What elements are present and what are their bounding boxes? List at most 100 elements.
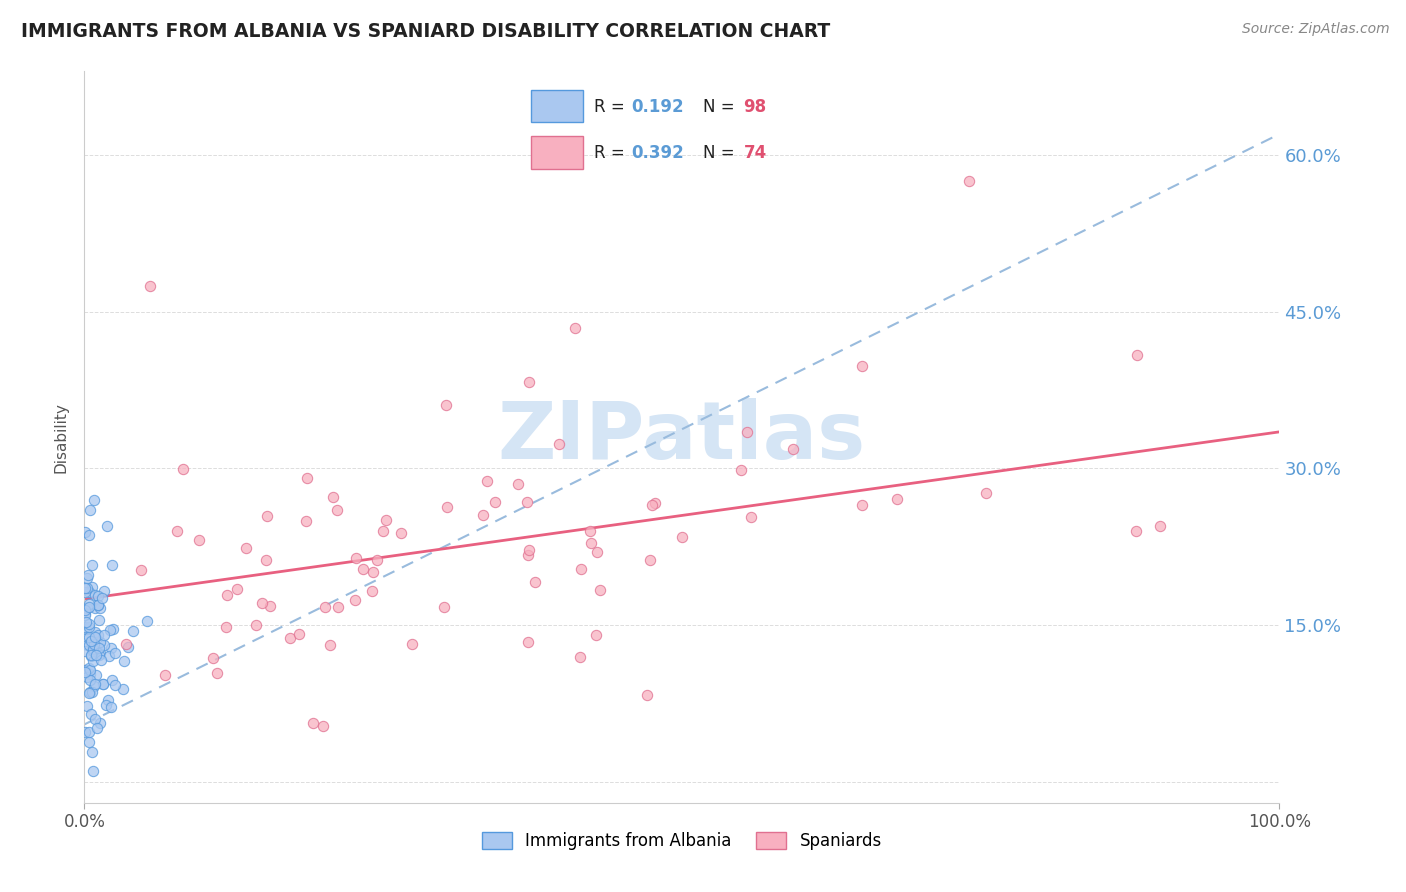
Point <box>82 685 104 699</box>
Point <box>75 615 97 630</box>
Point <box>73 725 96 739</box>
Point <box>86 722 108 736</box>
Point <box>344 550 367 565</box>
Point <box>361 566 384 580</box>
Point <box>87 590 110 604</box>
Point <box>84 630 107 644</box>
Point <box>207 666 229 681</box>
Point <box>517 543 540 558</box>
Point <box>96 698 118 713</box>
Point <box>76 600 98 615</box>
Point <box>77 735 100 749</box>
Point <box>886 492 908 507</box>
Point <box>93 583 115 598</box>
Point <box>80 580 103 594</box>
Point <box>139 278 162 293</box>
Point <box>77 568 100 582</box>
Point <box>569 562 592 576</box>
Point <box>79 527 101 541</box>
Text: IMMIGRANTS FROM ALBANIA VS SPANIARD DISABILITY CORRELATION CHART: IMMIGRANTS FROM ALBANIA VS SPANIARD DISA… <box>21 22 831 41</box>
Point <box>352 562 374 576</box>
Point <box>585 628 607 642</box>
Point <box>82 745 104 759</box>
Point <box>73 664 96 678</box>
Point <box>96 518 118 533</box>
Point <box>83 677 105 691</box>
Point <box>73 665 96 680</box>
Point <box>89 613 111 627</box>
Point <box>79 663 101 677</box>
Point <box>100 640 122 655</box>
Point <box>325 503 347 517</box>
Point <box>585 545 607 559</box>
Point <box>80 649 103 664</box>
Point <box>76 638 98 652</box>
Point <box>112 681 135 696</box>
Point <box>89 648 111 662</box>
Point <box>76 581 98 595</box>
Text: ZIPatlas: ZIPatlas <box>498 398 866 476</box>
Point <box>79 634 101 648</box>
Point <box>851 359 873 373</box>
Text: 0.392: 0.392 <box>631 144 685 161</box>
Point <box>326 600 349 615</box>
Point <box>288 626 311 640</box>
Point <box>75 622 97 636</box>
Point <box>129 563 152 577</box>
Point <box>319 638 342 652</box>
Point <box>115 637 138 651</box>
Point <box>80 648 103 663</box>
Point <box>735 425 758 439</box>
Point <box>295 471 318 485</box>
Point <box>82 642 104 657</box>
Point <box>740 509 762 524</box>
Point <box>77 585 100 599</box>
Point <box>730 463 752 477</box>
Point <box>101 673 124 687</box>
Point <box>475 474 498 488</box>
Point <box>256 508 278 523</box>
Point <box>569 650 592 665</box>
Point <box>374 513 396 527</box>
Point <box>82 654 104 668</box>
Point <box>77 630 100 644</box>
Point <box>80 642 103 657</box>
Point <box>301 716 323 731</box>
Point <box>506 477 529 491</box>
Point <box>516 635 538 649</box>
Point <box>89 715 111 730</box>
Point <box>89 646 111 660</box>
Point <box>93 628 115 642</box>
FancyBboxPatch shape <box>531 136 583 169</box>
Point <box>77 660 100 674</box>
Point <box>471 508 494 523</box>
Point <box>250 596 273 610</box>
Point <box>401 637 423 651</box>
Point <box>75 603 97 617</box>
Point <box>671 531 693 545</box>
Point <box>91 676 114 690</box>
Point <box>90 653 112 667</box>
Point <box>259 599 281 614</box>
Point <box>484 495 506 509</box>
Point <box>166 524 188 538</box>
Point <box>82 558 104 572</box>
Point <box>366 552 388 566</box>
Text: N =: N = <box>703 144 741 161</box>
Point <box>188 533 211 547</box>
Point <box>172 462 194 476</box>
Point <box>516 495 538 509</box>
Point <box>87 598 110 612</box>
Point <box>97 692 120 706</box>
Point <box>641 498 664 512</box>
Point <box>77 686 100 700</box>
Text: 0.192: 0.192 <box>631 98 683 116</box>
Point <box>254 553 277 567</box>
Point <box>79 503 101 517</box>
Point <box>83 492 105 507</box>
Point <box>93 638 115 652</box>
Point <box>564 320 586 334</box>
Point <box>235 541 257 555</box>
Point <box>314 600 336 615</box>
Point <box>782 442 804 456</box>
